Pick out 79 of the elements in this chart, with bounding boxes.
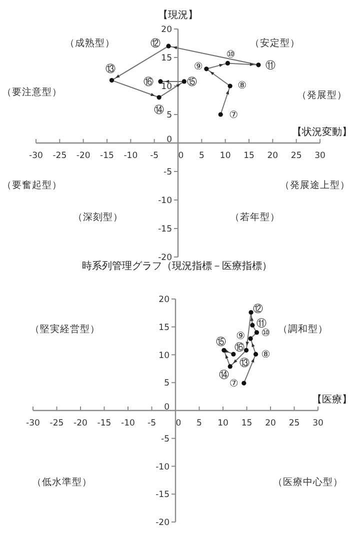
y-tick-label: -15 [156, 490, 170, 500]
annotation: ⑨ [194, 61, 203, 72]
x-tick-label: 25 [288, 418, 300, 428]
x-tick-label: -25 [52, 151, 67, 161]
annotation: （要奮起型） [2, 179, 62, 191]
annotation: （安定型） [250, 37, 300, 49]
annotation: ⑮ [216, 336, 226, 348]
y-tick-label: 5 [164, 378, 170, 389]
y-tick-label: -5 [164, 168, 172, 178]
x-tick-label: 20 [265, 418, 276, 428]
y-tick-label: 20 [158, 295, 170, 305]
y-tick-label: 5 [166, 110, 172, 120]
y-tick-label: -10 [158, 196, 172, 206]
annotation: ⑨ [236, 331, 246, 342]
annotation: ⑮ [187, 76, 198, 88]
x-tick-label: -10 [121, 418, 135, 428]
x-tick-label: -5 [148, 418, 156, 428]
annotation: （発展途上型） [280, 179, 350, 191]
x-tick-label: -15 [100, 151, 114, 161]
annotation: ⑦ [229, 378, 238, 390]
annotation: （堅実経営型） [30, 323, 100, 335]
x-tick-label: 20 [267, 151, 278, 161]
y-tick-label: -10 [156, 462, 170, 472]
x-tick-label: 10 [220, 151, 231, 161]
x-tick-label: 10 [218, 418, 228, 428]
annotation: ⑩ [226, 50, 236, 61]
x-tick-label: -10 [124, 151, 138, 161]
annotation: ⑫ [150, 38, 161, 50]
x-tick-label: 15 [241, 418, 252, 428]
x-tick-label: 30 [312, 418, 324, 428]
annotation: ⑭ [154, 104, 164, 116]
x-tick-label: 5 [198, 151, 204, 161]
x-tick-label: -15 [97, 418, 112, 428]
annotation: （要注意型） [2, 86, 62, 98]
x-tick-label: 25 [290, 151, 302, 161]
chart-title: 時系列管理グラフ（現況指標－医療指標） [82, 260, 272, 272]
y-tick-label: 0 [166, 135, 172, 145]
annotation: （深刻型） [73, 211, 123, 223]
y-tick-label: -15 [158, 224, 172, 234]
annotation: ⑪ [256, 318, 266, 330]
annotation: ⑪ [265, 59, 276, 72]
x-tick-label: -20 [74, 418, 88, 428]
annotation: ⑬ [239, 356, 250, 369]
y-tick-label: 15 [161, 54, 172, 64]
x-tick-label: 30 [314, 151, 326, 161]
y-tick-label: 15 [158, 322, 170, 333]
annotation: ⑯ [143, 76, 154, 88]
y-tick-label: -20 [158, 253, 172, 263]
annotation: ⑫ [253, 302, 264, 315]
x-axis-title: 【状況変動】 [292, 126, 352, 138]
x-tick-label: -30 [29, 151, 43, 161]
annotation: （若年型） [230, 211, 280, 223]
annotation: （成熟型） [65, 37, 115, 49]
y-axis-title: 【現況】 [158, 9, 198, 21]
y-tick-label: 20 [161, 25, 172, 35]
annotation: ⑧ [261, 350, 270, 361]
annotation: （低水準型） [32, 476, 92, 488]
y-tick-label: -20 [156, 518, 170, 528]
annotation: ⑧ [238, 80, 247, 92]
y-tick-label: 0 [164, 402, 170, 412]
y-tick-label: 10 [161, 82, 172, 92]
annotation: （医療中心型） [273, 476, 343, 488]
annotation: ⑯ [234, 342, 244, 354]
x-tick-label: -25 [50, 418, 64, 428]
x-tick-label: 0 [178, 151, 184, 161]
annotation: ⑬ [106, 62, 116, 75]
y-tick-label: 10 [158, 350, 170, 361]
annotation: ⑭ [219, 368, 230, 381]
annotation: ⑦ [229, 110, 238, 121]
x-tick-label: -20 [76, 151, 90, 161]
annotation: ⑩ [261, 328, 270, 339]
x-tick-label: 5 [196, 418, 202, 428]
annotation: （調和型） [278, 323, 328, 335]
x-tick-label: 15 [244, 151, 254, 161]
x-tick-label: -30 [26, 418, 40, 428]
x-tick-label: 0 [176, 418, 182, 428]
annotation: （発展型） [297, 89, 347, 101]
y-tick-label: -5 [161, 434, 170, 444]
x-axis-title: 【医療】 [312, 394, 352, 406]
